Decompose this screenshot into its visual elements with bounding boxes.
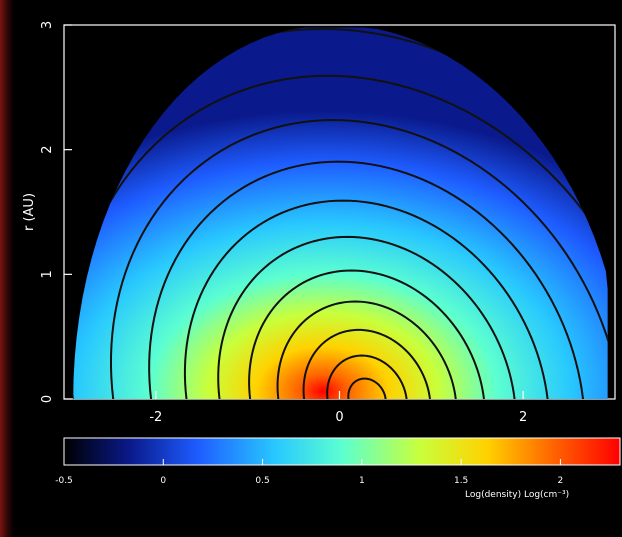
- colorbar-tick-label: 0: [160, 476, 166, 486]
- field-line: [248, 269, 485, 399]
- x-tick-label: 0: [335, 410, 343, 425]
- field-line: [183, 199, 549, 399]
- colorbar-label: Log(density) Log(cm⁻³): [465, 490, 569, 500]
- field-line: [217, 235, 516, 399]
- colorbar-tick-label: 2: [558, 476, 564, 486]
- field-line: [276, 300, 457, 399]
- colorbar-tick-label: 1.5: [454, 476, 468, 486]
- colorbar-tick-label: 1: [359, 476, 365, 486]
- x-tick-label: -2: [149, 410, 162, 425]
- field-line: [73, 27, 608, 399]
- y-axis-label: r (AU): [22, 193, 37, 231]
- x-tick-label: 2: [519, 410, 527, 425]
- colorbar-ticks: -0.5 0 0.5 1 1.5 2: [55, 459, 563, 486]
- y-tick-label: 1: [40, 270, 55, 278]
- colorbar-tick-label: -0.5: [55, 476, 73, 486]
- field-line: [302, 328, 431, 399]
- field-line: [109, 119, 608, 399]
- field-line: [148, 160, 585, 399]
- field-line: [347, 377, 387, 399]
- y-tick-label: 2: [40, 146, 55, 154]
- colorbar-tick-label: 0.5: [255, 476, 269, 486]
- colorbar: [63, 437, 621, 466]
- y-tick-label: 3: [40, 21, 55, 29]
- axes: -2 0 2 0 1 2 3: [40, 21, 527, 425]
- field-line: [326, 354, 408, 399]
- y-tick-label: 0: [40, 395, 55, 403]
